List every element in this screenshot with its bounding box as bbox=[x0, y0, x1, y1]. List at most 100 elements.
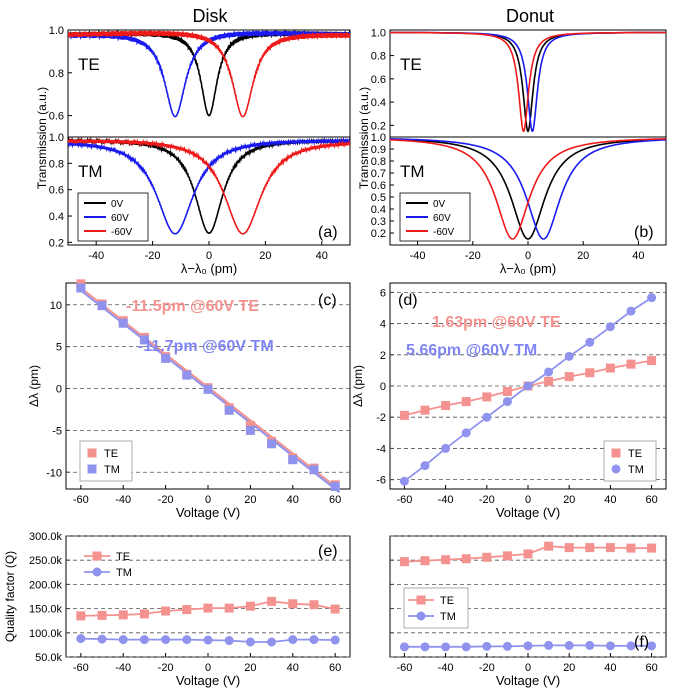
y-tick-label: 0.6 bbox=[371, 74, 386, 86]
y-tick-label: 250.0k bbox=[29, 555, 63, 567]
legend-marker-TE bbox=[87, 448, 97, 458]
legend-label-TE: TE bbox=[116, 551, 130, 563]
data-point-TM bbox=[118, 318, 128, 328]
data-point-TE bbox=[420, 556, 430, 566]
panel-letter: (b) bbox=[634, 224, 654, 241]
x-tick-label: 20 bbox=[563, 494, 575, 506]
x-tick-label: -40 bbox=[115, 494, 131, 506]
x-tick-label: 40 bbox=[316, 250, 328, 262]
x-tick-label: -20 bbox=[158, 494, 174, 506]
y-tick-label: 0 bbox=[56, 384, 62, 396]
y-tick-label: -6 bbox=[376, 475, 386, 487]
legend-box bbox=[403, 587, 469, 629]
data-point-TE bbox=[309, 600, 319, 610]
x-tick-label: 20 bbox=[259, 250, 271, 262]
data-point-TE bbox=[626, 359, 636, 369]
y-tick-label: -2 bbox=[376, 412, 386, 424]
x-tick-label: 40 bbox=[287, 494, 299, 506]
y-tick-label: 0.8 bbox=[371, 51, 386, 63]
data-point-TM bbox=[288, 635, 298, 645]
x-tick-label: -20 bbox=[145, 250, 161, 262]
data-point-TM bbox=[224, 636, 234, 646]
data-point-TM bbox=[420, 461, 430, 471]
series-line--60V bbox=[68, 30, 350, 118]
data-point-TM bbox=[564, 640, 574, 650]
legend-label-TE: TE bbox=[440, 595, 454, 607]
x-tick-label: -20 bbox=[158, 662, 174, 674]
y-tick-label: 0.8 bbox=[49, 68, 64, 80]
panel-letter: (e) bbox=[318, 543, 338, 560]
series-line-60V bbox=[390, 31, 666, 133]
data-point-TE bbox=[203, 603, 213, 613]
x-tick-label: 0 bbox=[206, 250, 212, 262]
mode-label: TM bbox=[400, 162, 425, 181]
data-point-TE bbox=[97, 610, 107, 620]
data-point-TM bbox=[139, 635, 149, 645]
data-point-TM bbox=[564, 351, 574, 361]
y-axis-label: Δλ (pm) bbox=[351, 365, 365, 407]
plot-frame bbox=[389, 29, 667, 138]
data-point-TM bbox=[647, 641, 657, 651]
panel-c: -10 -5 0 5 10 -60 -40 -20 0 20 40 60 Voltage (V) Δλ (… bbox=[27, 279, 351, 520]
legend-marker-TE bbox=[611, 448, 621, 458]
legend: 0V 60V -60V bbox=[399, 192, 471, 242]
data-point-TE bbox=[585, 368, 595, 378]
data-point-TM bbox=[399, 642, 409, 652]
legend-label-TE: TE bbox=[628, 448, 642, 460]
data-point-TM bbox=[441, 443, 451, 453]
legend: TE TM bbox=[84, 551, 132, 579]
data-point-TM bbox=[97, 301, 107, 311]
data-point-TM bbox=[224, 405, 234, 415]
y-tick-label: 5 bbox=[56, 342, 62, 354]
mode-label: TM bbox=[78, 162, 103, 181]
y-tick-label: 1.0 bbox=[371, 27, 386, 39]
x-tick-label: -20 bbox=[479, 494, 495, 506]
x-tick-label: 20 bbox=[244, 662, 256, 674]
data-point-TE bbox=[182, 605, 192, 615]
x-axis-label: Voltage (V) bbox=[176, 673, 240, 688]
panel-b_tm: 0.20.30.40.50.60.70.80.91.0 -40 -20 0 20 40 λ−… bbox=[371, 132, 667, 276]
data-point-TE bbox=[139, 609, 149, 619]
legend: 0V 60V -60V bbox=[77, 192, 149, 242]
data-point-TM bbox=[399, 476, 409, 486]
y-tick-label: 1.0 bbox=[49, 132, 64, 144]
y-axis-label-transmission-donut: Transmission (a.u.) bbox=[357, 87, 371, 189]
x-tick-label: 0 bbox=[205, 494, 211, 506]
data-point-TE bbox=[523, 549, 533, 559]
panel-letter: (d) bbox=[398, 292, 418, 309]
legend-marker-TM bbox=[416, 611, 426, 621]
y-tick-label: 100.0k bbox=[29, 628, 63, 640]
legend-label-60V: 60V bbox=[111, 213, 129, 224]
data-point-TM bbox=[76, 634, 86, 644]
legend-label-TE: TE bbox=[104, 448, 118, 460]
data-point-TM bbox=[309, 465, 319, 475]
data-point-TE bbox=[288, 599, 298, 609]
x-tick-label: 20 bbox=[577, 250, 589, 262]
annotation-0: -11.5pm @60V TE bbox=[126, 298, 259, 315]
series-line-0V bbox=[68, 30, 350, 117]
y-tick-label: 0.8 bbox=[371, 156, 386, 168]
column-title-disk: Disk bbox=[193, 6, 229, 26]
data-point-TE bbox=[544, 376, 554, 386]
data-point-TM bbox=[544, 367, 554, 377]
data-point-TE bbox=[502, 386, 512, 396]
data-point-TE bbox=[482, 552, 492, 562]
data-point-TE bbox=[564, 372, 574, 382]
data-point-TM bbox=[544, 640, 554, 650]
y-tick-label: 1.0 bbox=[371, 132, 386, 144]
data-point-TM bbox=[161, 353, 171, 363]
data-point-TM bbox=[139, 335, 149, 345]
x-tick-label: -60 bbox=[73, 494, 89, 506]
legend-box bbox=[79, 440, 133, 482]
data-point-TE bbox=[224, 603, 234, 613]
panel-letter: (c) bbox=[318, 292, 337, 309]
legend-label-0V: 0V bbox=[111, 199, 124, 210]
y-tick-label: 6 bbox=[380, 287, 386, 299]
panel-a_tm: 0.2 0.4 0.6 0.8 1.0 -40 -20 0 20 40 λ−λ₀ (pm) TM (a)… bbox=[49, 132, 351, 276]
y-tick-label: 0.2 bbox=[49, 237, 64, 249]
x-tick-label: 20 bbox=[563, 662, 575, 674]
data-point-TE bbox=[647, 356, 657, 366]
x-tick-label: -40 bbox=[410, 250, 426, 262]
y-tick-label: 0.7 bbox=[371, 168, 386, 180]
y-tick-label: 0.4 bbox=[371, 204, 386, 216]
